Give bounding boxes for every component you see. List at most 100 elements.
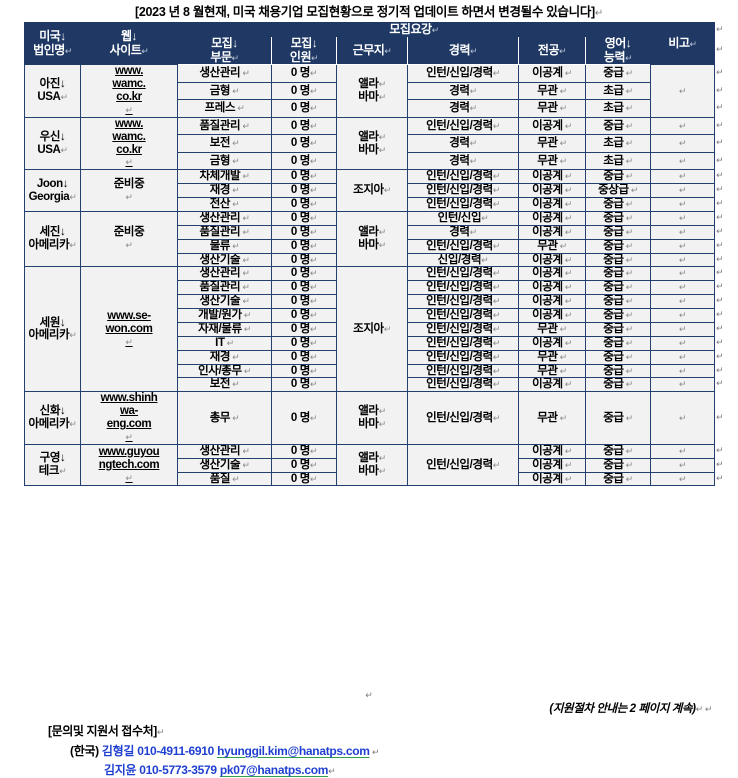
cell-department: IT ↵ [177,335,272,351]
contact2-email[interactable]: pk07@hanatps.com [219,763,329,777]
cell-major: 이공계 ↵ [518,197,586,212]
cell-department: 프레스 ↵ [177,99,272,118]
english-value: 중급 [603,225,624,238]
corp-line1: 우신↓ [39,130,66,143]
cell-headcount: 0 명↵ [271,391,337,445]
cell-major: 이공계 ↵ [518,457,586,473]
cell-headcount: 0 명↵ [271,335,337,351]
cell-experience: 인턴/신입/경력↵ [407,308,519,323]
cell-experience: 인턴/신입↵ [407,210,519,226]
document-title-note: [2023 년 8 월현재, 미국 채용기업 모집현황으로 정기적 업데이트 하… [0,1,738,20]
cell-website[interactable]: www.shinh wa-eng.com ↵ [80,391,178,445]
paragraph-mark: ↵ [716,154,724,165]
table-row: 전산 ↵ 0 명↵ 인턴/신입/경력↵ 이공계 ↵ 중급 ↵ ↵ [25,197,715,212]
experience-value: 인턴/신입/경력 [426,239,493,252]
headcount-value: 0 명 [290,364,310,377]
department-label: 물류 [209,239,231,252]
experience-value: 인턴/신입/경력 [426,378,493,391]
contact-row-2: 김지윤 010-5773-3579 pk07@hanatps.com↵ [104,763,336,777]
major-value: 무관 [537,322,558,335]
major-value: 무관 [537,137,558,150]
cell-website: 준비중 ↵ [80,169,178,212]
cell-major: 이공계 ↵ [518,64,586,83]
cell-location: 조지아↵ [336,169,408,212]
cell-headcount: 0 명↵ [271,169,337,185]
table-row: IT ↵ 0 명↵ 인턴/신입/경력↵ 이공계 ↵ 중급 ↵ ↵ [25,335,715,351]
headcount-value: 0 명 [290,84,310,97]
corp-line2: 아메리카 [28,239,70,252]
major-value: 무관 [537,350,558,363]
cell-remarks: ↵ [650,377,715,393]
cell-website: 준비중 ↵ [80,210,178,268]
cell-major: 무관 ↵ [518,391,586,445]
headcount-value: 0 명 [290,411,310,424]
english-value: 중급 [603,211,624,224]
paragraph-mark: ↵ [716,67,724,78]
corp-line1: 구영↓ [39,452,66,465]
paragraph-mark: ↵ [716,239,724,250]
major-value: 이공계 [532,336,563,349]
paragraph-mark: ↵ [716,24,724,34]
major-value: 무관 [537,411,558,424]
experience-value: 인턴/신입/경력 [426,336,493,349]
cell-experience: 경력↵ [407,81,519,101]
cell-major: 이공계 ↵ [518,252,586,268]
location-line: 바마 [358,91,379,104]
cell-website[interactable]: www.guyou ngtech.com ↵ [80,443,178,487]
headcount-value: 0 명 [290,309,310,322]
cell-remarks: ↵ [650,457,715,473]
corp-line1: 아진↓ [39,78,66,91]
cell-english: 중급 ↵ [585,471,651,487]
experience-value: 인턴/신입/경력 [426,411,493,424]
headcount-value: 0 명 [290,184,310,197]
cell-english: 중급 ↵ [585,457,651,473]
major-value: 이공계 [532,281,563,294]
department-label: 개발/원가 [198,309,242,322]
cell-experience: 인턴/신입/경력↵ [407,349,519,365]
paragraph-mark: ↵ [716,267,724,278]
cell-location: 앨라↵ 바마↵ [336,443,408,487]
cell-english: 중급 ↵ [585,64,651,83]
major-value: 무관 [537,364,558,377]
th-experience-label: 경력 [448,43,471,58]
cell-experience: 인턴/신입/경력↵ [407,266,519,282]
cell-department: 보전 ↵ [177,377,272,393]
major-value: 이공계 [532,67,563,80]
cell-website[interactable]: www.se-won.com ↵ [80,266,178,393]
department-label: IT [215,336,225,349]
cell-remarks: ↵ [650,252,715,268]
headcount-value: 0 명 [290,253,310,266]
cell-headcount: 0 명↵ [271,151,337,171]
cell-corporation: 구영↓ 테크↵ [24,443,81,487]
cell-major: 이공계 ↵ [518,183,586,199]
cell-major: 이공계 ↵ [518,224,586,240]
cell-english: 초급 ↵ [585,81,651,101]
cell-major: 이공계 ↵ [518,308,586,323]
cell-website[interactable]: www. wamc. co.kr ↵ [80,64,178,118]
location-line: 바마 [358,239,379,252]
corp-line1: 세원↓ [39,316,66,329]
headcount-value: 0 명 [290,378,310,391]
major-value: 무관 [537,102,558,115]
website-line: ngtech.com [98,458,160,471]
department-label: 자재/물류 [198,322,242,335]
paragraph-mark: ↵ [716,137,724,148]
paragraph-mark: ↵ [716,225,724,236]
corp-line2: USA [37,91,61,104]
cell-website[interactable]: www. wamc. co.kr ↵ [80,116,178,171]
paragraph-mark: ↵ [716,102,724,113]
cell-experience: 인턴/신입/경력↵ [407,280,519,296]
th-site-line1: 웹↓ [120,29,138,44]
contact-row-1: (한국) 김형길 010-4911-6910 hyunggil.kim@hana… [70,744,380,758]
cell-experience: 인턴/신입/경력↵ [407,321,519,337]
cell-remarks: ↵ [650,308,715,323]
cell-experience: 신입/경력↵ [407,252,519,268]
paragraph-mark: ↵ [716,444,724,455]
website-line: co.kr [116,143,142,156]
cell-experience: 인턴/신입/경력↵ [407,169,519,185]
cell-remarks: ↵ [650,443,715,459]
cell-remarks: ↵ [650,266,715,282]
cell-department: 생산관리 ↵ [177,210,272,226]
cell-experience: 인턴/신입/경력↵ [407,238,519,254]
contact1-email[interactable]: hyunggil.kim@hanatps.com [217,744,370,758]
